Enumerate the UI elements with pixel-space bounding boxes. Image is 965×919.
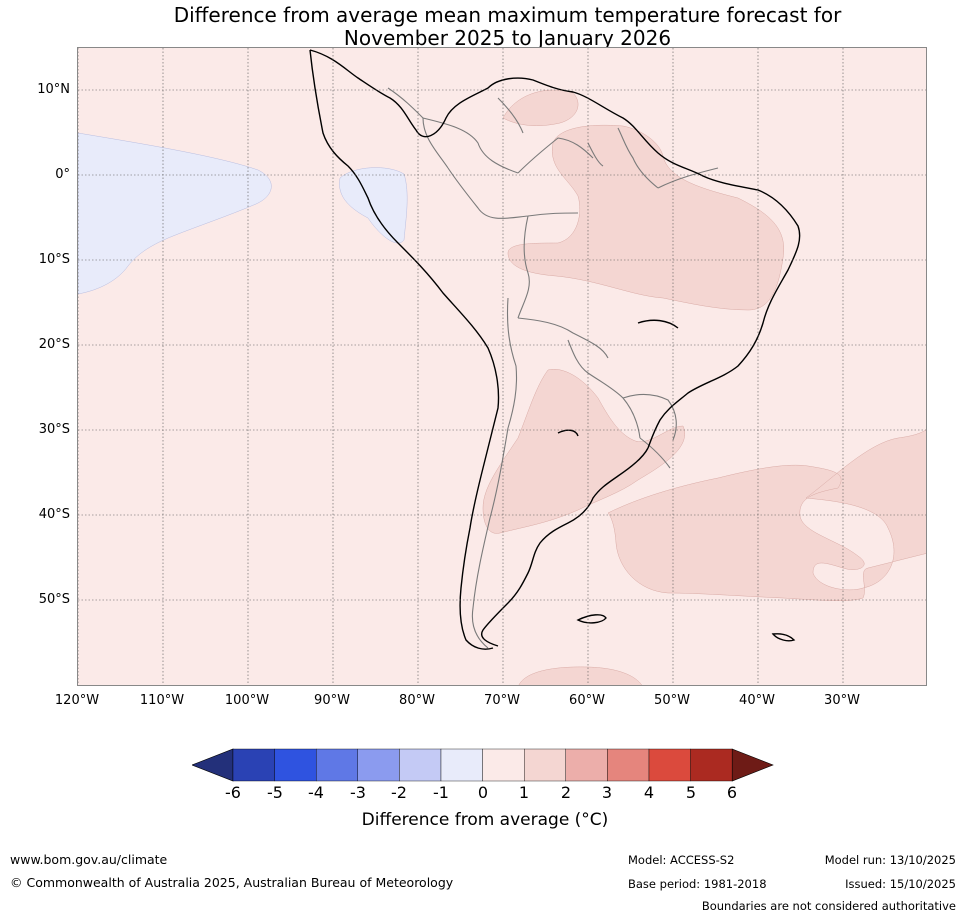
cb-tick-1: 1 — [518, 783, 530, 802]
colorbar-swatch-2 — [565, 748, 608, 782]
colorbar-swatch-0 — [482, 748, 525, 782]
lon-label-100w: 100°W — [224, 693, 270, 708]
cb-tick-3: 3 — [601, 783, 613, 802]
band-negative-galapagos — [339, 167, 408, 244]
lat-label-40s: 40°S — [38, 507, 70, 522]
title-line-2: November 2025 to January 2026 — [343, 26, 672, 50]
gridlines — [78, 48, 926, 685]
lon-label-60w: 60°W — [569, 693, 605, 708]
lon-label-70w: 70°W — [484, 693, 520, 708]
cb-tick-2: 2 — [560, 783, 572, 802]
colorbar-swatch-4 — [648, 748, 691, 782]
cb-tick-6: 6 — [726, 783, 738, 802]
cb-tick-0: 0 — [477, 783, 489, 802]
colorbar-swatch--3 — [357, 748, 400, 782]
colorbar-swatch--1 — [440, 748, 483, 782]
lat-label-0: 0° — [55, 167, 70, 182]
lon-label-110w: 110°W — [139, 693, 185, 708]
cb-tick-4: 4 — [643, 783, 655, 802]
lat-label-20s: 20°S — [38, 337, 70, 352]
lat-label-10n: 10°N — [37, 82, 70, 97]
colorbar-swatch-1 — [524, 748, 567, 782]
cb-tick-m4: -4 — [308, 783, 324, 802]
country-borders — [387, 87, 719, 649]
colorbar-label: Difference from average (°C) — [361, 810, 609, 830]
lon-label-30w: 30°W — [824, 693, 860, 708]
colorbar-swatch--2 — [399, 748, 442, 782]
colorbar-arrow-high — [731, 748, 774, 782]
cb-tick-m6: -6 — [225, 783, 241, 802]
footer-disclaimer: Boundaries are not considered authoritat… — [701, 899, 956, 913]
colorbar-arrow-low — [192, 748, 234, 782]
cb-tick-m2: -2 — [391, 783, 407, 802]
colorbar — [192, 748, 774, 782]
footer-issued: Issued: 15/10/2025 — [845, 877, 956, 891]
coastline — [309, 49, 801, 650]
forecast-map — [77, 47, 927, 686]
colorbar-swatch--6 — [232, 748, 275, 782]
colorbar-swatch--5 — [274, 748, 317, 782]
lat-label-10s: 10°S — [38, 252, 70, 267]
cb-tick-m1: -1 — [433, 783, 449, 802]
footer-copyright: © Commonwealth of Australia 2025, Austra… — [10, 875, 454, 890]
map-svg — [78, 48, 926, 685]
lon-label-120w: 120°W — [54, 693, 100, 708]
lat-label-30s: 30°S — [38, 422, 70, 437]
colorbar-swatch--4 — [315, 748, 358, 782]
lon-label-40w: 40°W — [739, 693, 775, 708]
footer-website[interactable]: www.bom.gov.au/climate — [10, 852, 168, 867]
title-line-1: Difference from average mean maximum tem… — [173, 3, 842, 27]
lon-label-50w: 50°W — [654, 693, 690, 708]
footer-base-period: Base period: 1981-2018 — [628, 877, 767, 891]
lon-label-80w: 80°W — [399, 693, 435, 708]
lon-label-90w: 90°W — [314, 693, 350, 708]
chart-title: Difference from average mean maximum tem… — [0, 4, 965, 50]
footer-model: Model: ACCESS-S2 — [628, 853, 735, 867]
band-1-2-patches — [482, 89, 926, 685]
footer-model-run: Model run: 13/10/2025 — [824, 853, 956, 867]
band-negative-pacific — [78, 132, 272, 295]
colorbar-swatch-5 — [690, 748, 733, 782]
cb-tick-5: 5 — [685, 783, 697, 802]
colorbar-swatch-3 — [607, 748, 650, 782]
cb-tick-m5: -5 — [267, 783, 283, 802]
cb-tick-m3: -3 — [350, 783, 366, 802]
lat-label-50s: 50°S — [38, 592, 70, 607]
